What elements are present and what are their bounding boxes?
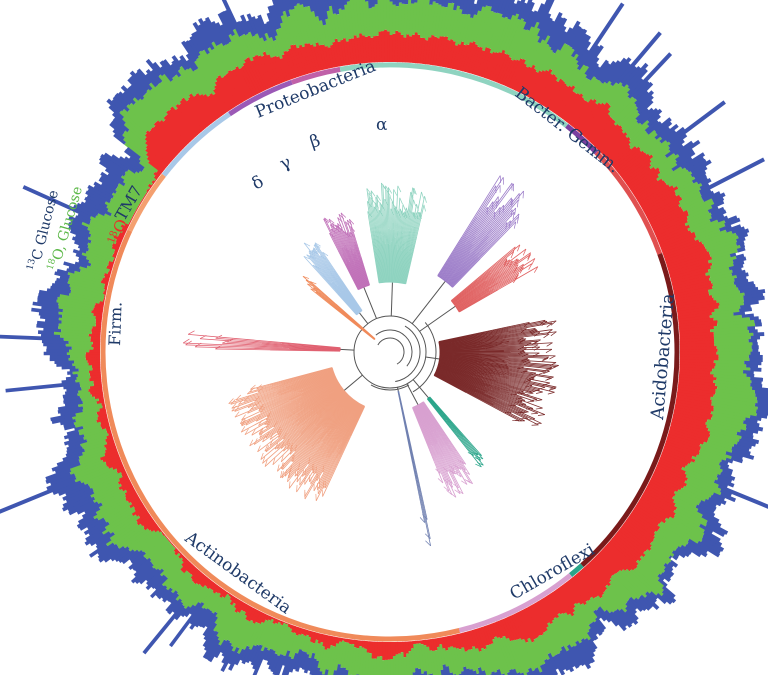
strip-bacteroidetes (565, 123, 599, 155)
strip-gemmatimonadetes (594, 150, 663, 255)
phylum-annotation-strip (100, 62, 680, 642)
strip-chloroflexi (458, 573, 573, 633)
clade-nitro (412, 379, 484, 468)
strip-tm7 (161, 111, 231, 177)
strip-proteobacteria-delta (228, 79, 293, 117)
clade-beta (366, 182, 427, 317)
strip-nitrospirae (569, 563, 584, 577)
label-alpha: α (376, 115, 388, 135)
strip-firmicutes (127, 173, 166, 232)
clade-alpha-red (419, 244, 539, 332)
clade-acido (425, 319, 559, 426)
clade-gamma (323, 212, 377, 319)
strip-actinobacteria (100, 229, 461, 642)
clade-firm (182, 330, 355, 352)
strip-proteobacteria-gamma (290, 66, 341, 85)
label-gamma: γ (277, 152, 295, 174)
label-firm: Firm. (105, 301, 126, 346)
strip-acidobacteria (580, 252, 680, 568)
clade-tm7 (302, 276, 376, 340)
clade-delta (303, 242, 369, 324)
clade-chloro (406, 383, 473, 498)
phylogenetic-tree (182, 175, 559, 547)
label-beta: β (307, 131, 323, 153)
clade-outgroup (396, 387, 432, 547)
label-delta: δ (249, 172, 268, 194)
legend-18o: 18O (105, 217, 132, 248)
clade-alpha (411, 175, 524, 324)
clade-actino (228, 367, 366, 502)
strip-proteobacteria (339, 62, 569, 128)
